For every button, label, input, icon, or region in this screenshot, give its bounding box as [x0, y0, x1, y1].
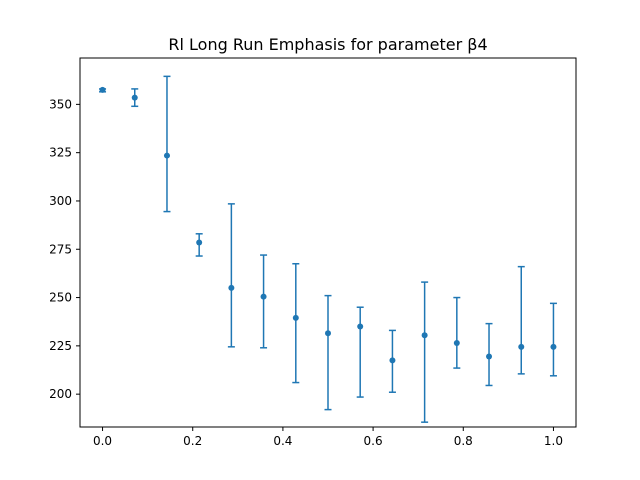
data-point [518, 343, 525, 350]
data-point [486, 353, 493, 360]
data-point [292, 314, 299, 321]
data-point [99, 86, 106, 93]
data-point [196, 239, 203, 246]
data-point [260, 293, 267, 300]
data-point [228, 284, 235, 291]
y-tick-label: 300 [49, 194, 72, 208]
data-point [357, 323, 364, 330]
x-axis: 0.0 0.2 0.4 0.6 0.8 1.0 [93, 427, 563, 448]
y-tick-label: 250 [49, 291, 72, 305]
data-point [389, 357, 396, 364]
x-tick-label: 1.0 [544, 434, 563, 448]
x-tick-label: 0.4 [273, 434, 292, 448]
data-point [550, 343, 557, 350]
x-tick-label: 0.2 [183, 434, 202, 448]
data-point [163, 152, 170, 159]
y-tick-label: 325 [49, 146, 72, 160]
error-bars [99, 75, 557, 423]
x-tick-label: 0.8 [454, 434, 473, 448]
y-axis: 200 225 250 275 300 325 350 [49, 97, 80, 401]
data-point [453, 339, 460, 346]
y-tick-label: 200 [49, 387, 72, 401]
y-tick-label: 350 [49, 97, 72, 111]
data-point [325, 330, 331, 337]
data-point [131, 94, 138, 101]
plot-area-frame [79, 57, 577, 428]
x-tick-label: 0.0 [93, 434, 112, 448]
data-points [99, 86, 557, 364]
x-tick-label: 0.6 [364, 434, 383, 448]
chart-title: Rl Long Run Emphasis for parameter β4 [168, 35, 487, 54]
y-tick-label: 275 [49, 242, 72, 256]
data-point [421, 332, 428, 339]
y-tick-label: 225 [49, 339, 72, 353]
